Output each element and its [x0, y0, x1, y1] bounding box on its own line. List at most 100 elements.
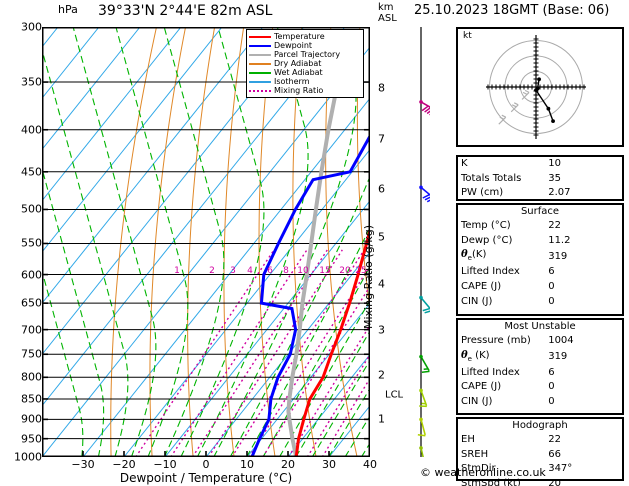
table-row: θe (K) 319 [458, 349, 622, 366]
table-row-key: Pressure (mb) [461, 335, 531, 347]
table-row-value: 0 [548, 396, 555, 408]
temperature-tick-label: 30 [322, 458, 336, 471]
table-row: CAPE (J) 0 [458, 280, 622, 295]
svg-text:6: 6 [267, 266, 273, 276]
legend-item-label: Parcel Trajectory [274, 50, 341, 59]
table-row-key: θe(K) [461, 249, 487, 263]
pressure-tick-label: 1000 [14, 450, 42, 464]
mixing-ratio-labels: 1 2 3 4 6 8 10 15 20 25 [174, 266, 367, 276]
wind-barb-column [396, 27, 437, 466]
pressure-tick-label: 800 [21, 370, 42, 384]
table-row: CIN (J) 0 [458, 395, 622, 410]
table-row-value: 22 [548, 220, 561, 232]
svg-text:15: 15 [319, 266, 330, 276]
temperature-tick-label: −10 [153, 458, 177, 471]
line-swatch-icon [249, 80, 271, 83]
table-row: K 10 [458, 157, 622, 172]
table-row-key: Totals Totals [461, 172, 522, 184]
table-row-value: 22 [548, 434, 561, 446]
table-row-key: PW (cm) [461, 187, 504, 199]
legend-item-label: Isotherm [274, 77, 310, 86]
table-row-key: SREH [461, 448, 489, 460]
temperature-axis-title: Dewpoint / Temperature (°C) [119, 471, 293, 485]
pressure-tick-label: 500 [21, 202, 42, 216]
line-swatch-icon [249, 53, 271, 56]
height-tick-label: 1 [378, 412, 385, 426]
legend-item-label: Dry Adiabat [274, 59, 322, 68]
table-row: Pressure (mb) 1004 [458, 334, 622, 349]
run-datetime-title: 25.10.2023 18GMT (Base: 06) [414, 3, 610, 18]
mixing-ratio-lines [135, 249, 370, 457]
line-swatch-icon [249, 35, 271, 38]
height-tick-label: 2 [378, 368, 385, 382]
pressure-tick-label: 650 [21, 296, 42, 310]
isobar-lines [42, 27, 370, 457]
table-row: SREH 66 [458, 448, 622, 463]
height-tick-label: 3 [378, 323, 385, 337]
table-row: CAPE (J) 0 [458, 380, 622, 395]
table-row: StmSpd (kt) 20 [458, 477, 622, 486]
table-row-key: StmSpd (kt) [461, 478, 521, 486]
table-row-value: 10 [548, 158, 561, 170]
legend-item: Dry Adiabat [249, 59, 361, 68]
hodograph-wind-barb [498, 114, 507, 125]
svg-text:4: 4 [247, 266, 253, 276]
most-unstable-parcel-table: Most Unstable Pressure (mb) 1004 θe (K) 319 L… [456, 318, 624, 415]
hodograph-wind-barb [510, 102, 519, 113]
temperature-tick-label: 10 [240, 458, 254, 471]
mixing-ratio-axis-title: Mixing Ratio (g/kg) [362, 225, 375, 329]
pressure-tick-label: 750 [21, 347, 42, 361]
table-row-key: K [461, 158, 468, 170]
pressure-tick-label: 450 [21, 165, 42, 179]
hodograph-svg [486, 35, 586, 139]
table-row-key: Temp (°C) [461, 220, 511, 232]
pressure-tick-label: 400 [21, 123, 42, 137]
height-axis-unit-label: km ASL [378, 2, 397, 24]
legend-item: Wet Adiabat [249, 68, 361, 77]
table-row-value: 35 [548, 172, 561, 184]
table-row-value: 319 [548, 250, 568, 262]
table-row-value: 347° [548, 463, 573, 475]
table-row-key: Dewp (°C) [461, 234, 513, 246]
table-row: PW (cm) 2.07 [458, 186, 622, 201]
wind-barb [417, 417, 426, 437]
parcel-trajectory-curve [286, 49, 345, 457]
legend-item: Parcel Trajectory [249, 50, 361, 59]
table-row-key: EH [461, 434, 475, 446]
table-row-key: Lifted Index [461, 366, 520, 378]
table-row-key: Lifted Index [461, 266, 520, 278]
station-title: 39°33'N 2°44'E 82m ASL [98, 3, 273, 19]
table-row-value: 6 [548, 366, 555, 378]
line-swatch-icon [249, 44, 271, 47]
height-tick-label: 6 [378, 182, 385, 196]
svg-text:10: 10 [297, 266, 309, 276]
pressure-tick-label: 550 [21, 236, 42, 250]
temperature-curve [294, 224, 370, 457]
legend-item-label: Mixing Ratio [274, 86, 324, 95]
table-row-value: 0 [548, 295, 555, 307]
table-row-value: 0 [548, 381, 555, 393]
temperature-tick-label: −20 [112, 458, 136, 471]
dotted-line-swatch-icon [249, 89, 271, 92]
table-row-value: 1004 [548, 335, 574, 347]
height-tick-label: 8 [378, 81, 385, 95]
temperature-tick-label: −30 [71, 458, 95, 471]
table-row: Totals Totals 35 [458, 172, 622, 187]
svg-text:3: 3 [230, 266, 236, 276]
temperature-tick-label: 40 [363, 458, 377, 471]
pressure-axis-unit-label: hPa [58, 3, 78, 16]
pressure-tick-label: 600 [21, 268, 42, 282]
indices-table: K 10 Totals Totals 35 PW (cm) 2.07 [456, 155, 624, 201]
legend-item: Mixing Ratio [249, 86, 361, 95]
svg-text:1: 1 [174, 266, 180, 276]
table-row-value: 2.07 [548, 187, 571, 199]
axis-ticks [42, 27, 370, 457]
hodograph-panel: kt [456, 27, 624, 147]
table-row-key: CIN (J) [461, 295, 493, 307]
line-swatch-icon [249, 62, 271, 65]
pressure-tick-label: 350 [21, 75, 42, 89]
dewpoint-curve [250, 132, 370, 457]
table-row-key: θe (K) [461, 349, 490, 363]
table-row-key: StmDir [461, 463, 496, 475]
table-row-value: 20 [548, 478, 561, 486]
